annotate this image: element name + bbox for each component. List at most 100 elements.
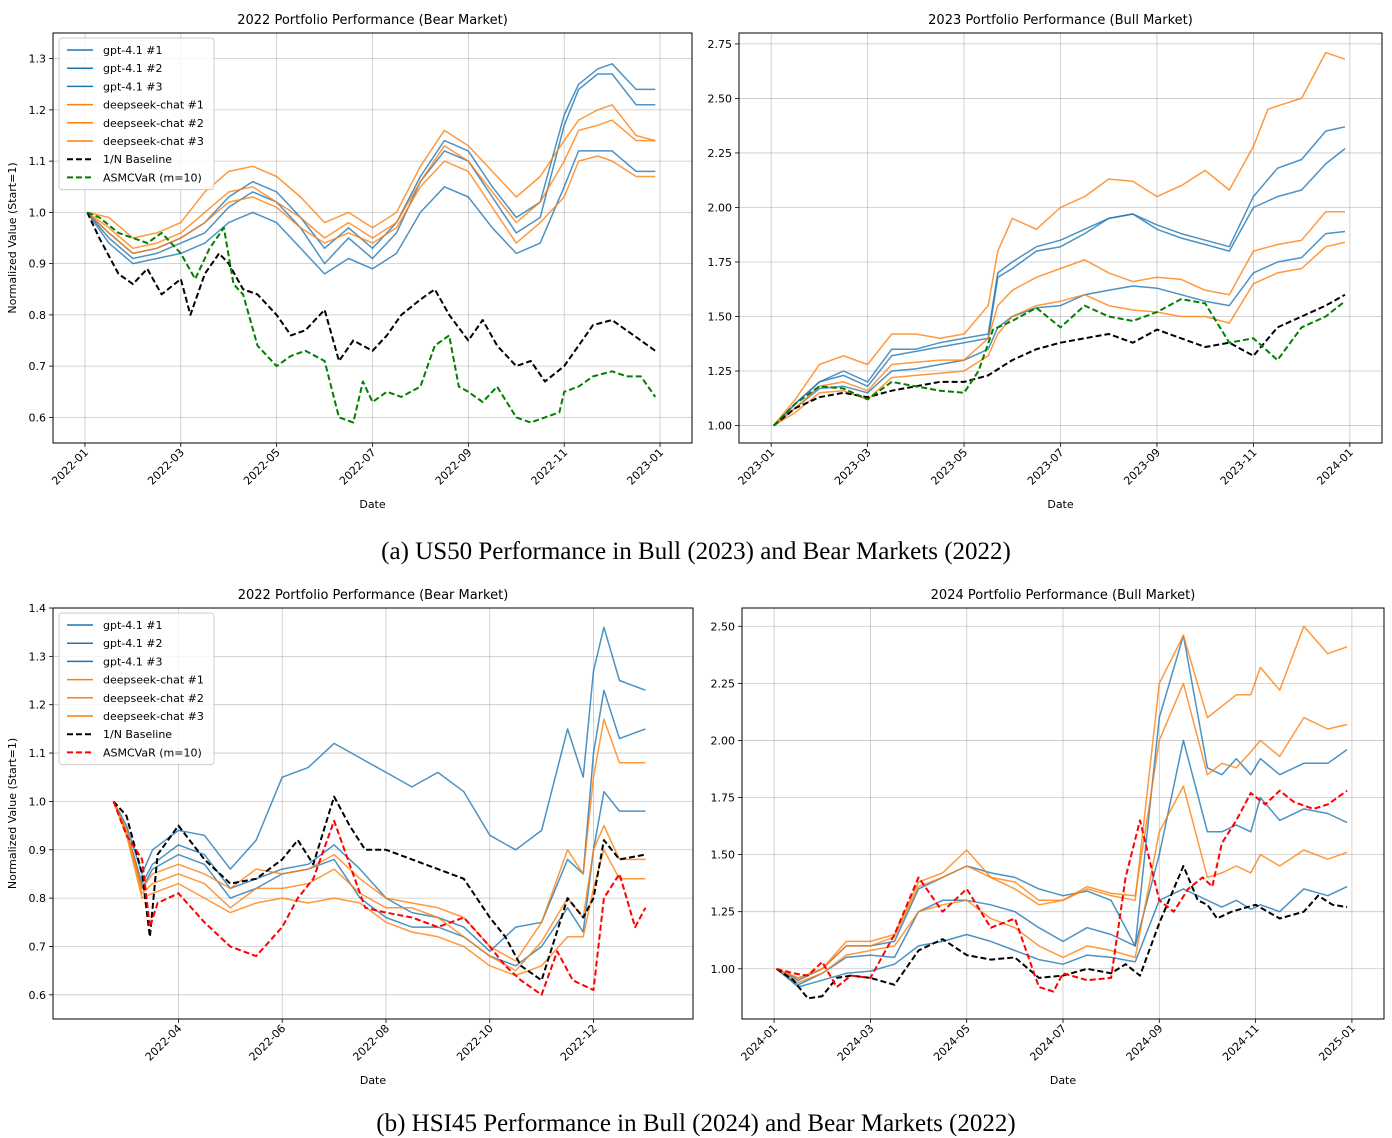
y-tick-label: 0.8 [29,309,47,322]
series-line-gpt-4-1-3 [112,790,646,967]
chart-hsi45-2022: 2022 Portfolio Performance (Bear Market)… [0,578,696,1098]
series-line-1-n-baseline [775,865,1348,1000]
series-line-deepseek-chat-2 [773,211,1345,427]
x-axis-label: Date [1047,498,1074,511]
chart-title: 2024 Portfolio Performance (Bull Market) [931,588,1196,603]
y-tick-label: 1.2 [29,104,47,117]
y-tick-label: 2.50 [708,92,733,105]
y-tick-label: 1.0 [29,206,47,219]
series-line-gpt-4-1-1 [773,126,1346,427]
chart-title: 2023 Portfolio Performance (Bull Market) [928,13,1193,28]
x-tick-label: 2022-08 [350,1022,392,1064]
y-tick-label: 0.7 [29,360,47,373]
chart-svg: 2022 Portfolio Performance (Bear Market)… [6,588,694,1087]
legend-label: deepseek-chat #3 [103,710,204,723]
x-tick-label: 2022-11 [529,446,571,488]
x-tick-label: 2023-07 [1025,446,1067,488]
x-tick-label: 2022-09 [433,446,475,488]
chart-svg: 2023 Portfolio Performance (Bull Market)… [708,13,1383,511]
legend: gpt-4.1 #1 gpt-4.1 #2 gpt-4.1 #3 deepseek-c… [58,37,215,191]
x-axis-label: Date [360,1074,387,1087]
y-tick-label: 0.9 [29,258,47,271]
chart-us50-2023: 2023 Portfolio Performance (Bull Market)… [696,0,1392,520]
x-tick-label: 2022-05 [241,446,283,488]
y-tick-label: 1.25 [711,906,736,919]
x-axis-label: Date [359,498,386,511]
x-tick-label: 2023-05 [928,446,970,488]
legend-box [58,37,215,191]
caption-b: (b) HSI45 Performance in Bull (2024) and… [376,1110,1016,1137]
legend-label: deepseek-chat #2 [103,117,204,130]
series-line-deepseek-chat-2 [86,119,656,250]
y-tick-label: 1.50 [708,311,733,324]
x-tick-label: 2022-04 [143,1022,185,1064]
series-line-1-n-baseline [112,795,646,982]
y-tick-label: 1.3 [29,53,47,66]
legend-label: deepseek-chat #1 [103,674,204,687]
y-tick-label: 2.75 [708,38,733,51]
x-tick-label: 2024-01 [739,1022,781,1064]
y-tick-label: 1.50 [711,849,736,862]
y-axis-label: Normalized Value (Start=1) [6,162,19,313]
x-tick-label: 2023-03 [832,446,874,488]
plot-frame [738,32,1383,444]
series-line-deepseek-chat-3 [112,801,646,977]
legend-label: ASMCVaR (m=10) [103,746,202,759]
legend-label: deepseek-chat #3 [103,135,204,148]
y-tick-label: 0.9 [29,844,47,857]
series-line-deepseek-chat-1 [776,625,1348,979]
legend-box [58,612,215,766]
x-tick-label: 2024-09 [1124,1022,1166,1064]
x-tick-label: 2023-01 [736,446,778,488]
series-line-deepseek-chat-1 [87,104,656,239]
y-tick-label: 1.25 [708,365,733,378]
y-tick-label: 1.00 [711,963,736,976]
chart-us50-2022: 2022 Portfolio Performance (Bear Market)… [0,0,696,520]
series-line-asmcvar-m-10- [776,789,1348,993]
series-line-gpt-4-1-3 [776,885,1348,988]
x-tick-label: 2024-01 [1314,446,1356,488]
series-line-deepseek-chat-1 [773,51,1346,427]
series-line-gpt-4-1-2 [86,73,656,265]
y-tick-label: 1.75 [711,792,736,805]
chart-svg: 2022 Portfolio Performance (Bear Market)… [6,13,693,511]
y-tick-label: 1.3 [29,650,47,663]
x-axis-label: Date [1050,1074,1077,1087]
series-line-gpt-4-1-1 [112,626,646,875]
plot-frame [741,607,1385,1020]
legend-label: ASMCVaR (m=10) [103,171,202,184]
series-line-asmcvar-m-10- [772,298,1346,427]
series-line-deepseek-chat-1 [112,718,646,962]
legend-label: deepseek-chat #1 [103,99,204,112]
chart-hsi45-2024: 2024 Portfolio Performance (Bull Market)… [696,578,1392,1098]
legend-label: deepseek-chat #2 [103,692,204,705]
legend-label: 1/N Baseline [103,728,172,741]
y-tick-label: 1.1 [29,155,47,168]
y-tick-label: 0.7 [29,940,47,953]
y-tick-label: 1.4 [29,602,47,615]
y-tick-label: 1.1 [29,747,47,760]
series-line-gpt-4-1-2 [773,148,1346,427]
y-tick-label: 1.0 [29,795,47,808]
caption-a: (a) US50 Performance in Bull (2023) and … [381,538,1011,565]
x-tick-label: 2022-07 [337,446,379,488]
legend-label: gpt-4.1 #1 [103,44,162,57]
legend-label: gpt-4.1 #2 [103,62,162,75]
legend-label: gpt-4.1 #1 [103,619,162,632]
x-tick-label: 2022-03 [145,446,187,488]
series-line-gpt-4-1-1 [776,634,1348,981]
legend: gpt-4.1 #1 gpt-4.1 #2 gpt-4.1 #3 deepseek-c… [58,612,215,766]
x-tick-label: 2024-07 [1027,1022,1069,1064]
y-tick-label: 2.25 [708,147,733,160]
x-tick-label: 2024-05 [931,1022,973,1064]
series-line-deepseek-chat-3 [776,785,1348,984]
series-line-deepseek-chat-3 [86,155,656,255]
x-tick-label: 2023-01 [624,446,666,488]
x-tick-label: 2024-11 [1220,1022,1262,1064]
series-line-gpt-4-1-3 [86,150,656,275]
y-tick-label: 1.00 [708,420,733,433]
series-line-deepseek-chat-2 [776,682,1348,979]
plot-frame [52,607,694,1020]
series-line-1-n-baseline [772,293,1346,427]
chart-svg: 2024 Portfolio Performance (Bull Market)… [711,588,1385,1087]
